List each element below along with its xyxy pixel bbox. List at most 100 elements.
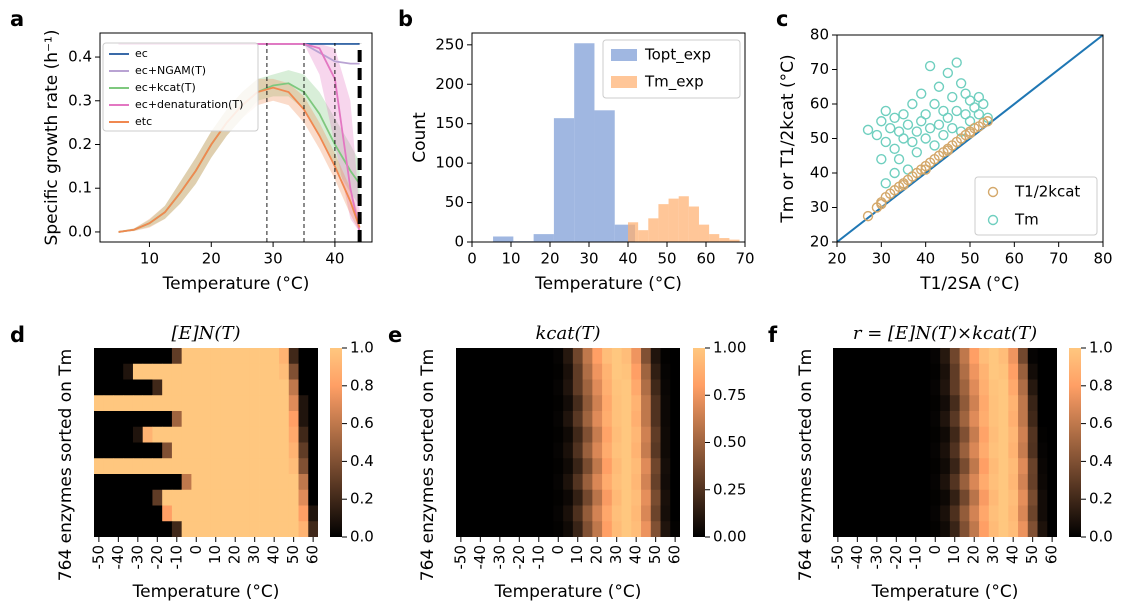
- heat-cell: [210, 395, 222, 412]
- heat-cell: [543, 458, 554, 475]
- heat-cell: [171, 458, 183, 475]
- heat-cell: [465, 348, 476, 365]
- heat-cell: [191, 379, 202, 396]
- heat-cell: [988, 489, 999, 506]
- x-axis-label: Temperature (°C): [132, 582, 280, 602]
- heat-cell: [103, 411, 114, 428]
- heat-cell: [1027, 442, 1038, 459]
- heat-cell: [572, 505, 584, 522]
- heat-cell: [862, 458, 873, 475]
- heat-cell: [959, 458, 970, 475]
- heat-cell: [94, 379, 105, 396]
- heat-cell: [475, 395, 486, 412]
- heat-cell: [920, 395, 931, 412]
- heat-cell: [103, 379, 114, 396]
- heat-cell: [220, 458, 231, 475]
- y-tick-label: 50: [445, 193, 464, 211]
- heat-cell: [650, 395, 661, 412]
- heat-cell: [279, 426, 290, 443]
- heat-cell: [660, 521, 671, 537]
- heat-cell: [210, 348, 222, 365]
- heat-cell: [201, 489, 212, 506]
- heat-cell: [494, 348, 506, 365]
- heat-cell: [833, 458, 844, 475]
- heat-cell: [485, 363, 496, 380]
- heat-cell: [852, 489, 863, 506]
- heat-cell: [504, 521, 515, 537]
- y-tick-label: 30: [810, 198, 829, 216]
- heat-cell: [220, 395, 231, 412]
- heat-cell: [949, 363, 961, 380]
- x-tick-label: -10: [906, 545, 924, 570]
- heat-cell: [611, 458, 622, 475]
- heat-cell: [288, 458, 299, 475]
- heat-cell: [298, 395, 309, 412]
- heat-cell: [249, 489, 260, 506]
- heat-cell: [641, 474, 652, 491]
- bar: [678, 196, 689, 242]
- heat-cell: [249, 348, 260, 365]
- heat-cell: [650, 474, 661, 491]
- heat-cell: [979, 521, 990, 537]
- bar: [493, 236, 514, 242]
- heat-cell: [553, 505, 564, 522]
- heat-cell: [298, 426, 309, 443]
- heat-cell: [650, 379, 661, 396]
- heat-cell: [920, 474, 931, 491]
- heat-cell: [988, 426, 999, 443]
- heat-cell: [533, 348, 545, 365]
- heat-cell: [553, 395, 564, 412]
- heat-cell: [891, 426, 902, 443]
- heat-cell: [611, 442, 622, 459]
- heat-cell: [191, 489, 202, 506]
- heat-cell: [220, 505, 231, 522]
- heat-cell: [123, 489, 134, 506]
- heat-cell: [298, 474, 309, 491]
- heat-cell: [660, 426, 671, 443]
- x-tick-label: 20: [226, 545, 244, 564]
- x-tick-label: 60: [304, 545, 322, 564]
- heat-cell: [998, 348, 1009, 365]
- heat-cell: [240, 458, 251, 475]
- heat-cell: [998, 363, 1009, 380]
- heat-cell: [171, 426, 183, 443]
- heat-cell: [249, 521, 260, 537]
- heat-cell: [514, 348, 525, 365]
- heat-cell: [969, 505, 980, 522]
- heat-cell: [949, 379, 961, 396]
- heat-cell: [259, 379, 270, 396]
- heat-cell: [142, 474, 153, 491]
- heat-cell: [543, 379, 554, 396]
- heat-cell: [162, 474, 173, 491]
- heat-cell: [240, 505, 251, 522]
- heat-cell: [592, 458, 603, 475]
- y-axis-label: 764 enzymes sorted on Tm: [796, 349, 816, 581]
- heat-cell: [191, 505, 202, 522]
- heat-cell: [201, 363, 212, 380]
- heat-cell: [582, 426, 593, 443]
- x-tick-label: 20: [588, 545, 606, 564]
- point: [876, 116, 887, 127]
- point: [951, 105, 962, 117]
- point: [933, 119, 945, 130]
- legend-label: ec+kcat(T): [135, 81, 196, 94]
- heat-cell: [308, 489, 318, 506]
- heat-cell: [611, 379, 622, 396]
- heat-cell: [852, 379, 863, 396]
- heat-cell: [833, 442, 844, 459]
- heat-cell: [611, 426, 622, 443]
- heat-cell: [572, 363, 584, 380]
- heat-cell: [621, 442, 632, 459]
- x-tick-label: -30: [867, 545, 885, 570]
- heat-cell: [833, 489, 844, 506]
- bar: [648, 218, 659, 242]
- heat-cell: [456, 458, 467, 475]
- heat-cell: [641, 411, 652, 428]
- heat-cell: [465, 458, 476, 475]
- heat-cell: [969, 442, 980, 459]
- heat-cell: [210, 411, 222, 428]
- heat-cell: [171, 505, 183, 522]
- heat-cell: [249, 363, 260, 380]
- heat-cell: [465, 411, 476, 428]
- heat-cell: [485, 348, 496, 365]
